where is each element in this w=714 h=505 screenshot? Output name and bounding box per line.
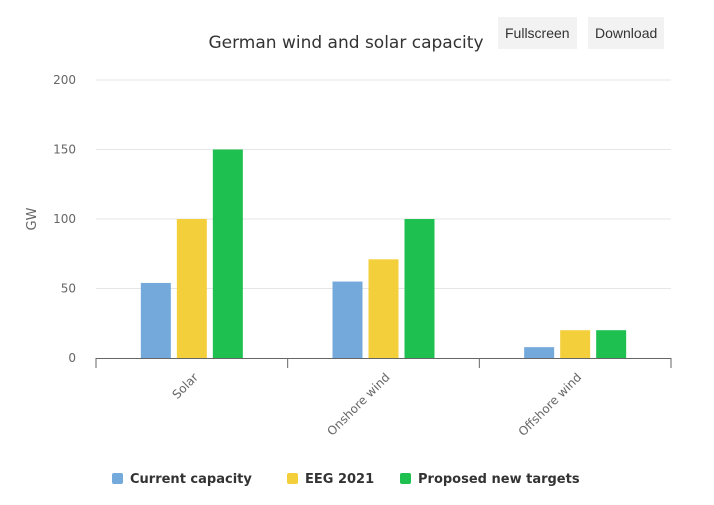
bar-proposed-new-targets[interactable]	[596, 330, 627, 358]
bar-current-capacity[interactable]	[524, 347, 555, 358]
y-tick-label: 100	[53, 212, 76, 226]
legend-swatch	[287, 473, 298, 484]
y-tick-label: 200	[53, 73, 76, 87]
y-tick-label: 50	[61, 282, 76, 296]
x-tick-label: Onshore wind	[324, 370, 392, 438]
bar-eeg-2021[interactable]	[368, 259, 399, 358]
legend-swatch	[112, 473, 123, 484]
bar-eeg-2021[interactable]	[560, 330, 591, 358]
x-tick-label: Offshore wind	[516, 370, 585, 439]
bar-eeg-2021[interactable]	[176, 219, 207, 358]
legend-item[interactable]: Current capacity	[130, 472, 252, 487]
legend-swatch	[400, 473, 411, 484]
y-tick-label: 150	[53, 143, 76, 157]
chart-title: German wind and solar capacity	[208, 33, 483, 53]
y-tick-label: 0	[68, 351, 76, 365]
bar-current-capacity[interactable]	[332, 281, 363, 358]
bar-proposed-new-targets[interactable]	[404, 219, 435, 358]
bar-current-capacity[interactable]	[140, 282, 171, 358]
bar-proposed-new-targets[interactable]	[212, 149, 243, 359]
legend-item[interactable]: EEG 2021	[305, 472, 374, 487]
y-axis-label: GW	[25, 207, 40, 230]
legend-item[interactable]: Proposed new targets	[418, 472, 580, 487]
download-button[interactable]: Download	[588, 17, 665, 49]
fullscreen-button[interactable]: Fullscreen	[498, 17, 577, 49]
x-tick-label: Solar	[169, 370, 201, 402]
